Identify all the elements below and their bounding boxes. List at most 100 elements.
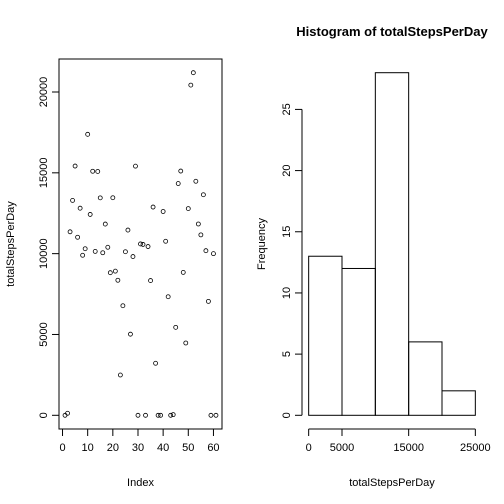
- scatter-point: [198, 232, 204, 238]
- scatter-point: [135, 412, 141, 418]
- scatter-point: [75, 234, 81, 240]
- scatter-point: [170, 412, 176, 418]
- histogram-x-tick-label: 25000: [460, 442, 491, 454]
- scatter-point: [125, 227, 131, 233]
- scatter-point: [82, 246, 88, 252]
- scatter-point: [87, 212, 93, 217]
- scatter-point: [208, 412, 214, 418]
- scatter-axes: 0 10 20 30 40 50 60 0 5000 10000 15000 20000: [38, 77, 220, 454]
- scatter-point: [110, 195, 116, 201]
- scatter-point: [105, 244, 111, 250]
- scatter-point: [153, 360, 158, 366]
- histogram-x-tick-label: 0: [306, 442, 312, 454]
- scatter-x-tick-label: 20: [107, 442, 119, 454]
- histogram-x-tick-label: 5000: [330, 442, 354, 454]
- scatter-point: [148, 278, 153, 283]
- scatter-plot-frame: [58, 58, 223, 430]
- scatter-point: [200, 192, 206, 198]
- histogram-y-tick-label: 20: [281, 164, 293, 176]
- histogram-panel: Histogram of totalStepsPerDay totalSteps…: [256, 24, 491, 489]
- scatter-point: [92, 249, 98, 254]
- histogram-bar: [341, 267, 376, 416]
- scatter-point: [143, 412, 148, 418]
- scatter-point: [195, 221, 201, 227]
- scatter-x-tick-label: 30: [132, 442, 144, 454]
- scatter-point: [120, 303, 126, 309]
- scatter-point: [211, 251, 216, 257]
- scatter-point: [140, 242, 146, 247]
- histogram-bar: [441, 390, 476, 416]
- scatter-point: [185, 206, 191, 211]
- histogram-bars: [308, 72, 476, 416]
- scatter-y-tick-label: 0: [38, 412, 50, 418]
- scatter-point: [100, 250, 106, 256]
- scatter-point: [158, 412, 164, 418]
- scatter-x-axis-label: Index: [127, 477, 154, 489]
- scatter-point: [77, 205, 83, 211]
- scatter-x-tick-label: 50: [182, 442, 194, 454]
- scatter-y-tick-label: 5000: [38, 322, 50, 346]
- scatter-point: [65, 410, 70, 416]
- scatter-y-tick-label: 20000: [38, 77, 50, 108]
- scatter-point: [95, 169, 101, 174]
- scatter-point: [160, 209, 166, 214]
- scatter-point: [115, 277, 121, 283]
- histogram-axes: 0 5000 15000 25000 0 5 10 15 20 25: [281, 103, 491, 454]
- scatter-x-tick-label: 0: [59, 442, 65, 454]
- scatter-point: [178, 168, 184, 174]
- scatter-point: [67, 229, 73, 235]
- scatter-point: [168, 412, 174, 418]
- scatter-point: [163, 238, 169, 244]
- scatter-point: [180, 269, 186, 275]
- scatter-point: [97, 195, 103, 201]
- scatter-point: [190, 70, 196, 76]
- scatter-point: [112, 268, 118, 274]
- scatter-points: [62, 70, 219, 418]
- scatter-point: [213, 412, 219, 418]
- histogram-bar: [374, 72, 410, 416]
- scatter-point: [90, 168, 96, 174]
- histogram-y-axis-label: Frequency: [256, 218, 268, 270]
- scatter-x-tick-label: 40: [157, 442, 169, 454]
- histogram-bar: [308, 255, 343, 416]
- scatter-point: [150, 204, 156, 210]
- scatter-point: [72, 163, 78, 169]
- scatter-point: [133, 163, 138, 169]
- scatter-point: [155, 412, 161, 418]
- scatter-point: [145, 244, 151, 249]
- scatter-point: [206, 298, 211, 304]
- scatter-point: [70, 198, 75, 203]
- scatter-point: [173, 324, 179, 330]
- scatter-point: [123, 249, 128, 255]
- scatter-point: [85, 131, 91, 137]
- histogram-y-tick-label: 15: [281, 226, 293, 238]
- histogram-x-tick-label: 15000: [393, 442, 424, 454]
- scatter-point: [117, 372, 123, 378]
- scatter-point: [188, 82, 194, 88]
- histogram-y-tick-label: 10: [281, 287, 293, 299]
- scatter-point: [128, 331, 133, 337]
- scatter-y-tick-label: 10000: [38, 238, 50, 269]
- histogram-title: Histogram of totalStepsPerDay: [296, 24, 488, 39]
- histogram-y-tick-label: 25: [281, 103, 293, 115]
- scatter-point: [102, 221, 108, 227]
- scatter-y-tick-label: 15000: [38, 158, 50, 189]
- scatter-point: [107, 270, 113, 276]
- scatter-point: [165, 294, 171, 300]
- histogram-bar: [408, 341, 443, 416]
- scatter-x-tick-label: 60: [207, 442, 219, 454]
- scatter-point: [183, 340, 189, 346]
- scatter-point: [80, 252, 86, 258]
- scatter-point: [130, 254, 136, 259]
- histogram-x-axis-label: totalStepsPerDay: [349, 477, 435, 489]
- histogram-y-tick-label: 5: [281, 351, 293, 357]
- histogram-y-tick-label: 0: [281, 412, 293, 418]
- scatter-panel: Index totalStepsPerDay 0 10 20 30 40 50 60 0 500…: [5, 58, 223, 489]
- scatter-point: [175, 181, 181, 186]
- scatter-point: [193, 178, 199, 184]
- scatter-point: [138, 241, 143, 247]
- scatter-point: [203, 248, 209, 254]
- scatter-y-axis-label: totalStepsPerDay: [5, 201, 17, 287]
- scatter-x-tick-label: 10: [82, 442, 94, 454]
